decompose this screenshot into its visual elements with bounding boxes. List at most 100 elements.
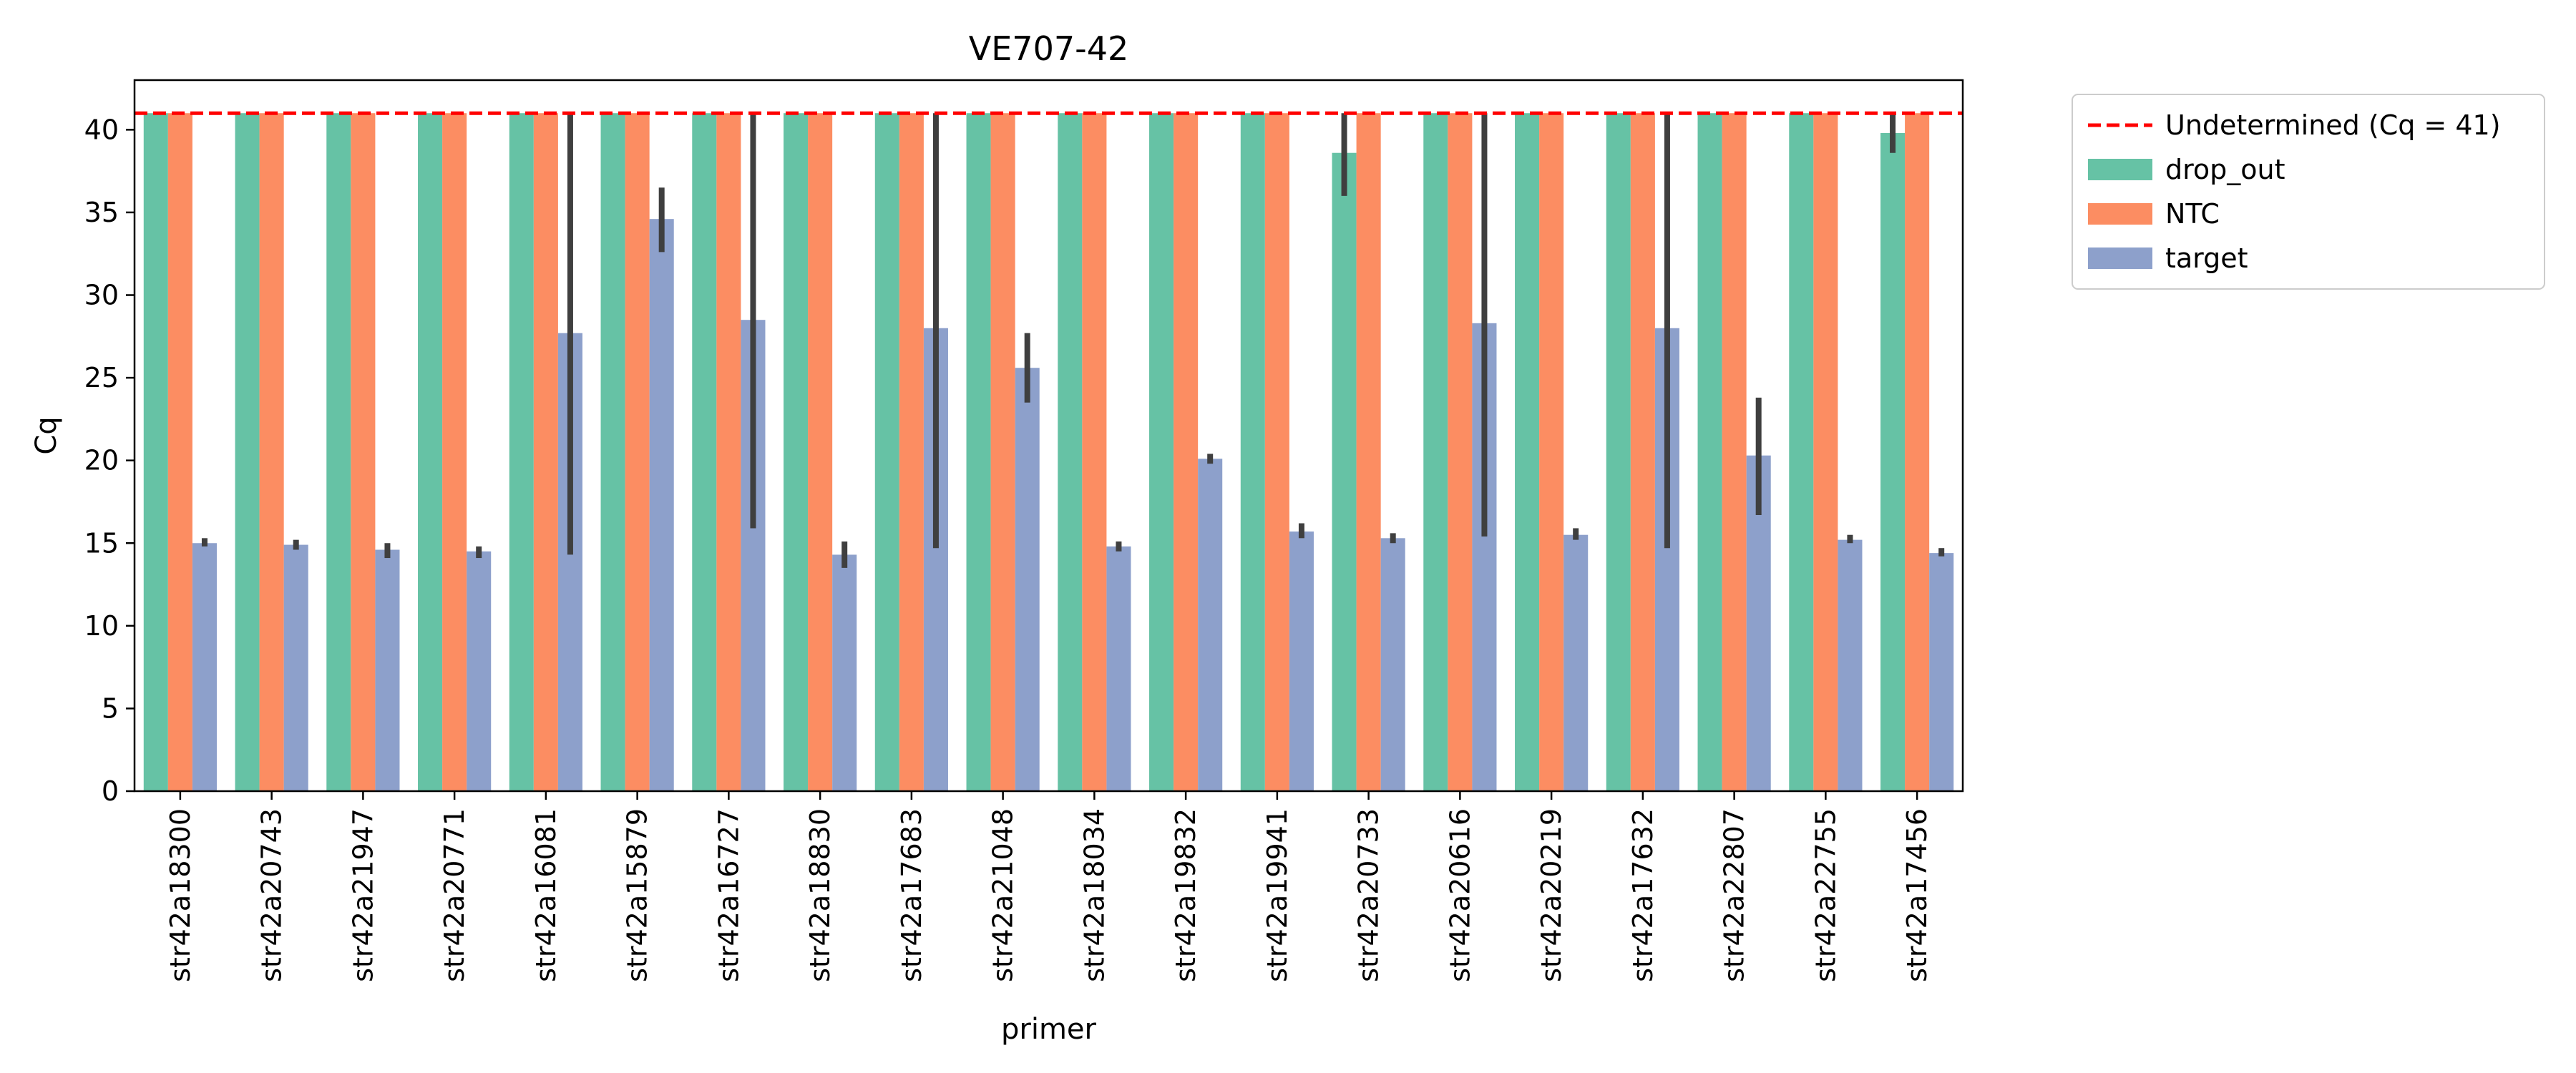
x-tick-label: str42a22807 (1719, 808, 1750, 982)
bar-drop_out-str42a17683 (874, 113, 899, 792)
x-tick-label: str42a19941 (1262, 808, 1293, 982)
bar-drop_out-str42a18034 (1058, 113, 1083, 792)
y-tick-label: 0 (102, 775, 119, 807)
x-tick-label: str42a22755 (1810, 808, 1841, 982)
y-tick-label: 20 (84, 445, 119, 476)
y-tick-label: 40 (84, 114, 119, 145)
y-tick-label: 35 (84, 197, 119, 228)
bar-drop_out-str42a16727 (692, 113, 717, 792)
y-tick-label: 10 (84, 610, 119, 642)
bar-target-str42a19941 (1289, 531, 1314, 791)
bar-target-str42a20771 (467, 551, 492, 791)
bar-target-str42a17456 (1929, 553, 1954, 791)
bar-target-str42a20219 (1563, 534, 1589, 791)
bar-NTC-str42a18300 (167, 113, 192, 792)
bar-target-str42a19832 (1198, 459, 1223, 791)
bar-drop_out-str42a20616 (1423, 113, 1448, 792)
x-tick-label: str42a20743 (256, 808, 288, 982)
y-tick-label: 5 (102, 692, 119, 724)
bar-target-str42a21048 (1015, 368, 1040, 791)
bar-target-str42a20733 (1380, 538, 1405, 791)
bar-target-str42a20743 (283, 544, 308, 791)
bar-NTC-str42a20771 (442, 113, 467, 792)
legend-label-drop_out: drop_out (2165, 154, 2285, 185)
bar-drop_out-str42a19941 (1240, 113, 1265, 792)
bar-NTC-str42a19941 (1264, 113, 1289, 792)
x-tick-label: str42a18300 (165, 808, 196, 982)
bar-drop_out-str42a18300 (143, 113, 168, 792)
bar-drop_out-str42a20733 (1332, 152, 1357, 792)
bar-NTC-str42a21947 (351, 113, 376, 792)
bar-drop_out-str42a15879 (600, 113, 625, 792)
bar-target-str42a15879 (649, 219, 674, 791)
bar-NTC-str42a22755 (1813, 113, 1838, 792)
bar-drop_out-str42a17456 (1880, 132, 1906, 791)
bar-target-str42a18034 (1106, 546, 1131, 791)
bar-drop_out-str42a20743 (235, 113, 260, 792)
x-tick-label: str42a18034 (1078, 808, 1110, 982)
legend-label-reference: Undetermined (Cq = 41) (2165, 109, 2501, 141)
bar-NTC-str42a20219 (1539, 113, 1564, 792)
bar-NTC-str42a17456 (1905, 113, 1930, 792)
x-tick-label: str42a15879 (622, 808, 653, 982)
bar-NTC-str42a20733 (1356, 113, 1381, 792)
bar-drop_out-str42a22755 (1789, 113, 1814, 792)
legend-swatch-NTC (2088, 203, 2152, 225)
bar-NTC-str42a17632 (1630, 113, 1655, 792)
bar-drop_out-str42a17632 (1606, 113, 1631, 792)
bar-target-str42a18300 (192, 543, 217, 791)
y-tick-label: 25 (84, 362, 119, 393)
x-tick-label: str42a20219 (1536, 808, 1567, 982)
legend-swatch-target (2088, 248, 2152, 269)
y-tick-label: 30 (84, 280, 119, 311)
bar-target-str42a21947 (375, 549, 400, 791)
x-tick-label: str42a17456 (1901, 808, 1933, 982)
bar-NTC-str42a17683 (899, 113, 924, 792)
bars-layer (143, 113, 1954, 792)
x-tick-label: str42a16081 (530, 808, 562, 982)
bar-drop_out-str42a20219 (1515, 113, 1540, 792)
bar-drop_out-str42a22807 (1697, 113, 1722, 792)
x-tick-label: str42a18830 (804, 808, 836, 982)
bar-NTC-str42a18034 (1082, 113, 1107, 792)
legend: Undetermined (Cq = 41) drop_out NTC target (2072, 94, 2545, 290)
bar-drop_out-str42a19832 (1149, 113, 1174, 792)
bar-target-str42a22755 (1838, 539, 1863, 791)
bar-NTC-str42a20616 (1448, 113, 1473, 792)
bar-drop_out-str42a16081 (509, 113, 534, 792)
bar-NTC-str42a16081 (533, 113, 558, 792)
bar-drop_out-str42a21947 (326, 113, 351, 792)
bar-NTC-str42a18830 (808, 113, 833, 792)
y-axis-label: Cq (30, 416, 63, 454)
legend-label-NTC: NTC (2165, 198, 2220, 230)
legend-swatch-drop_out (2088, 159, 2152, 180)
legend-frame (2072, 94, 2545, 290)
bar-NTC-str42a19832 (1174, 113, 1199, 792)
x-tick-label: str42a20771 (439, 808, 470, 982)
bar-NTC-str42a22807 (1722, 113, 1747, 792)
x-tick-label: str42a20733 (1353, 808, 1385, 982)
x-tick-label: str42a21048 (987, 808, 1019, 982)
error-bars-layer (201, 113, 1945, 568)
x-tick-label: str42a21947 (347, 808, 379, 982)
bar-drop_out-str42a21048 (966, 113, 991, 792)
bar-NTC-str42a21048 (990, 113, 1015, 792)
plot-frame (133, 79, 1964, 793)
x-axis: str42a18300 str42a20743 str42a21947 str42a2… (165, 791, 1933, 982)
chart-title: VE707-42 (969, 29, 1128, 68)
bar-NTC-str42a16727 (716, 113, 741, 792)
bar-target-str42a18830 (832, 554, 857, 791)
bar-drop_out-str42a20771 (418, 113, 443, 792)
bar-NTC-str42a15879 (625, 113, 650, 792)
legend-label-target: target (2165, 242, 2248, 274)
x-tick-label: str42a19832 (1170, 808, 1201, 982)
x-tick-label: str42a16727 (713, 808, 744, 982)
x-tick-label: str42a17683 (896, 808, 927, 982)
y-tick-label: 15 (84, 527, 119, 559)
x-tick-label: str42a20616 (1444, 808, 1475, 982)
x-axis-label: primer (1001, 1013, 1097, 1046)
x-tick-label: str42a17632 (1627, 808, 1659, 982)
bar-NTC-str42a20743 (259, 113, 284, 792)
y-axis: 0 5 10 15 20 25 30 35 40 (84, 114, 135, 807)
